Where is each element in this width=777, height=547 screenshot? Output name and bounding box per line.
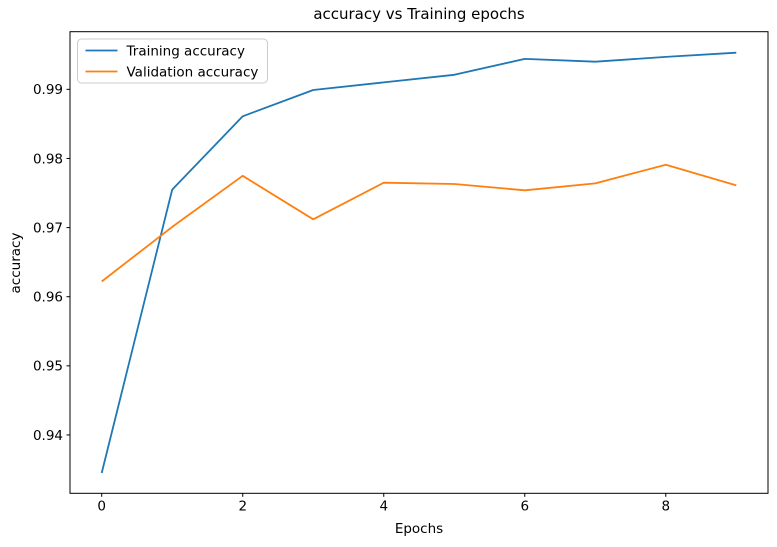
x-axis-label: Epochs — [394, 521, 444, 537]
y-tick-label: 0.98 — [33, 151, 63, 167]
x-tick-label: 4 — [379, 498, 388, 514]
legend-label-validation-accuracy: Validation accuracy — [127, 64, 259, 80]
x-tick-label: 6 — [520, 498, 529, 514]
x-tick-label: 2 — [238, 498, 247, 514]
x-tick-label: 8 — [661, 498, 670, 514]
series-line-validation-accuracy — [101, 163, 737, 283]
x-tick-label: 0 — [97, 498, 106, 514]
series-line-training-accuracy — [100, 51, 737, 474]
legend-box — [77, 38, 268, 84]
chart-title: accuracy vs Training epochs — [313, 5, 525, 23]
y-tick-label: 0.96 — [33, 290, 63, 306]
y-tick-label: 0.97 — [33, 220, 63, 236]
y-tick-label: 0.95 — [33, 359, 63, 375]
plot-border — [69, 31, 769, 494]
legend-label-training-accuracy: Training accuracy — [126, 43, 245, 59]
y-tick-label: 0.99 — [33, 82, 63, 98]
y-tick-label: 0.94 — [33, 428, 63, 444]
